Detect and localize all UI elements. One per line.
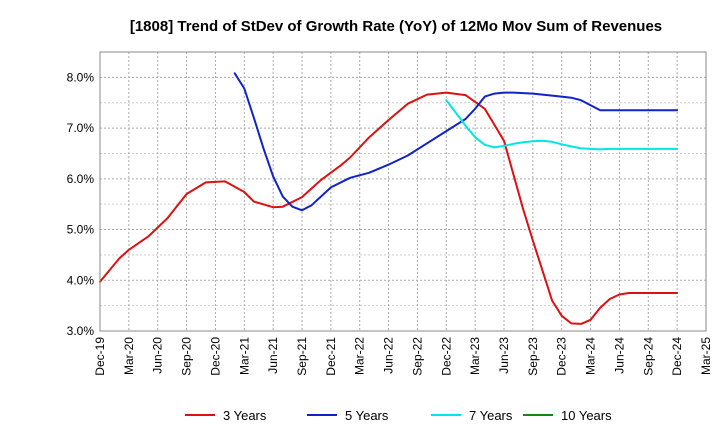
x-tick-label: Jun-20 (151, 337, 165, 374)
x-tick-label: Mar-25 (699, 337, 713, 375)
x-tick-label: Jun-21 (266, 337, 280, 374)
chart-title: [1808] Trend of StDev of Growth Rate (Yo… (130, 18, 662, 35)
x-tick-label: Dec-21 (324, 337, 338, 376)
x-tick-label: Sep-23 (526, 337, 540, 376)
x-tick-label: Dec-24 (670, 337, 684, 376)
plot-frame (99, 51, 707, 332)
x-tick-label: Dec-20 (208, 337, 222, 376)
series-line-7-years (445, 99, 679, 151)
series-line-5-years (233, 72, 679, 212)
y-tick-label: 3.0% (67, 324, 95, 338)
x-tick-label: Jun-24 (612, 337, 626, 374)
x-tick-label: Mar-22 (353, 337, 367, 375)
y-tick-label: 6.0% (67, 172, 95, 186)
x-tick-label: Sep-20 (180, 337, 194, 376)
legend-label: 5 Years (345, 408, 389, 423)
legend-label: 7 Years (469, 408, 513, 423)
x-tick-label: Dec-23 (555, 337, 569, 376)
legend-label: 3 Years (223, 408, 267, 423)
legend: 3 Years 5 Years 7 Years 10 Years (185, 408, 612, 423)
x-tick-label: Jun-22 (382, 337, 396, 374)
x-tick-label: Dec-22 (439, 337, 453, 376)
x-tick-label: Mar-21 (237, 337, 251, 375)
x-tick-label: Sep-24 (641, 337, 655, 376)
series-line-3-years (99, 91, 679, 325)
legend-label: 10 Years (561, 408, 612, 423)
x-tick-label: Mar-20 (122, 337, 136, 375)
y-tick-label: 5.0% (67, 223, 95, 237)
x-tick-label: Dec-19 (93, 337, 107, 376)
x-tick-label: Sep-21 (295, 337, 309, 376)
x-tick-label: Sep-22 (410, 337, 424, 376)
series-lines (99, 72, 679, 325)
x-tick-label: Mar-24 (584, 337, 598, 375)
y-tick-label: 4.0% (67, 273, 95, 287)
plot-area (100, 52, 706, 331)
y-axis: 3.0% 4.0% 5.0% 6.0% 7.0% 8.0% (67, 70, 95, 338)
x-axis: Dec-19 Mar-20 Jun-20 Sep-20 Dec-20 Mar-21 Jun-… (93, 337, 713, 376)
x-tick-label: Jun-23 (497, 337, 511, 374)
y-tick-label: 8.0% (67, 70, 95, 84)
x-tick-label: Mar-23 (468, 337, 482, 375)
y-tick-label: 7.0% (67, 121, 95, 135)
